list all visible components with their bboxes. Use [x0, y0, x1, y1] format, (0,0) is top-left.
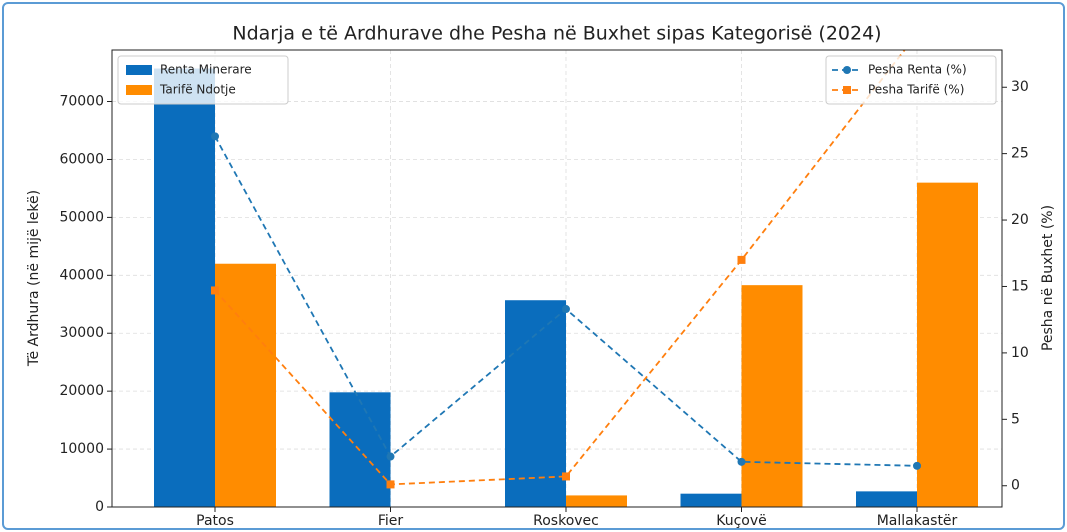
marker [737, 255, 746, 264]
y2-tick-label: 25 [1011, 146, 1029, 162]
y2-axis-label: Pesha në Buxhet (%) [1040, 205, 1056, 351]
legend-swatch [126, 85, 152, 95]
plot-frame [111, 49, 1003, 508]
chart: Ndarja e të Ardhurave dhe Pesha në Buxhe… [26, 23, 1056, 529]
legend-box [825, 55, 997, 105]
marker [211, 132, 219, 141]
bar [856, 491, 917, 507]
legend-marker [843, 86, 851, 94]
marker [913, 461, 921, 470]
y-tick-label: 60000 [59, 151, 104, 167]
marker [386, 452, 395, 461]
chart-title: Ndarja e të Ardhurave dhe Pesha në Buxhe… [232, 23, 881, 45]
bar [680, 493, 742, 507]
y-tick-label: 70000 [59, 94, 104, 110]
x-tick-label: Fier [378, 513, 404, 528]
y2-tick-label: 0 [1011, 478, 1020, 494]
y-tick-label: 50000 [59, 209, 104, 225]
bar [215, 263, 276, 507]
line-series [211, 30, 921, 489]
y2-tick-label: 5 [1011, 411, 1020, 427]
bar [154, 68, 215, 507]
x-tick-label: Kuçovë [716, 513, 767, 528]
y2-tick-label: 30 [1011, 79, 1029, 95]
legend-marker [843, 66, 851, 74]
bar [741, 285, 803, 507]
legend-label: Pesha Renta (%) [868, 63, 967, 77]
marker [562, 472, 570, 481]
y-tick-label: 30000 [59, 325, 104, 341]
marker [737, 457, 746, 466]
y-tick-label: 20000 [59, 383, 104, 399]
bar [917, 182, 978, 507]
y2-tick-label: 15 [1011, 278, 1029, 294]
x-tick-label: Roskovec [533, 513, 599, 528]
legend-label: Tarifë Ndotje [159, 83, 236, 97]
y-tick-label: 40000 [59, 267, 104, 283]
marker [562, 305, 570, 314]
line-series [211, 132, 921, 470]
y-tick-label: 10000 [59, 441, 104, 457]
x-tick-label: Mallakastër [877, 513, 958, 528]
legend-label: Pesha Tarifë (%) [868, 83, 964, 97]
legend-label: Renta Minerare [160, 63, 252, 77]
y2-tick-label: 10 [1011, 345, 1029, 361]
marker [386, 480, 395, 489]
y2-tick-label: 20 [1011, 212, 1029, 228]
legend-swatch [126, 65, 152, 75]
x-tick-label: Patos [196, 513, 234, 528]
legend-box [117, 55, 289, 105]
bar [566, 495, 627, 507]
marker [913, 30, 921, 38]
y-axis-label: Të Ardhura (në mijë lekë) [26, 190, 42, 367]
bar [505, 300, 566, 507]
line [214, 50, 906, 486]
y-tick-label: 0 [95, 499, 104, 515]
marker [211, 286, 219, 295]
